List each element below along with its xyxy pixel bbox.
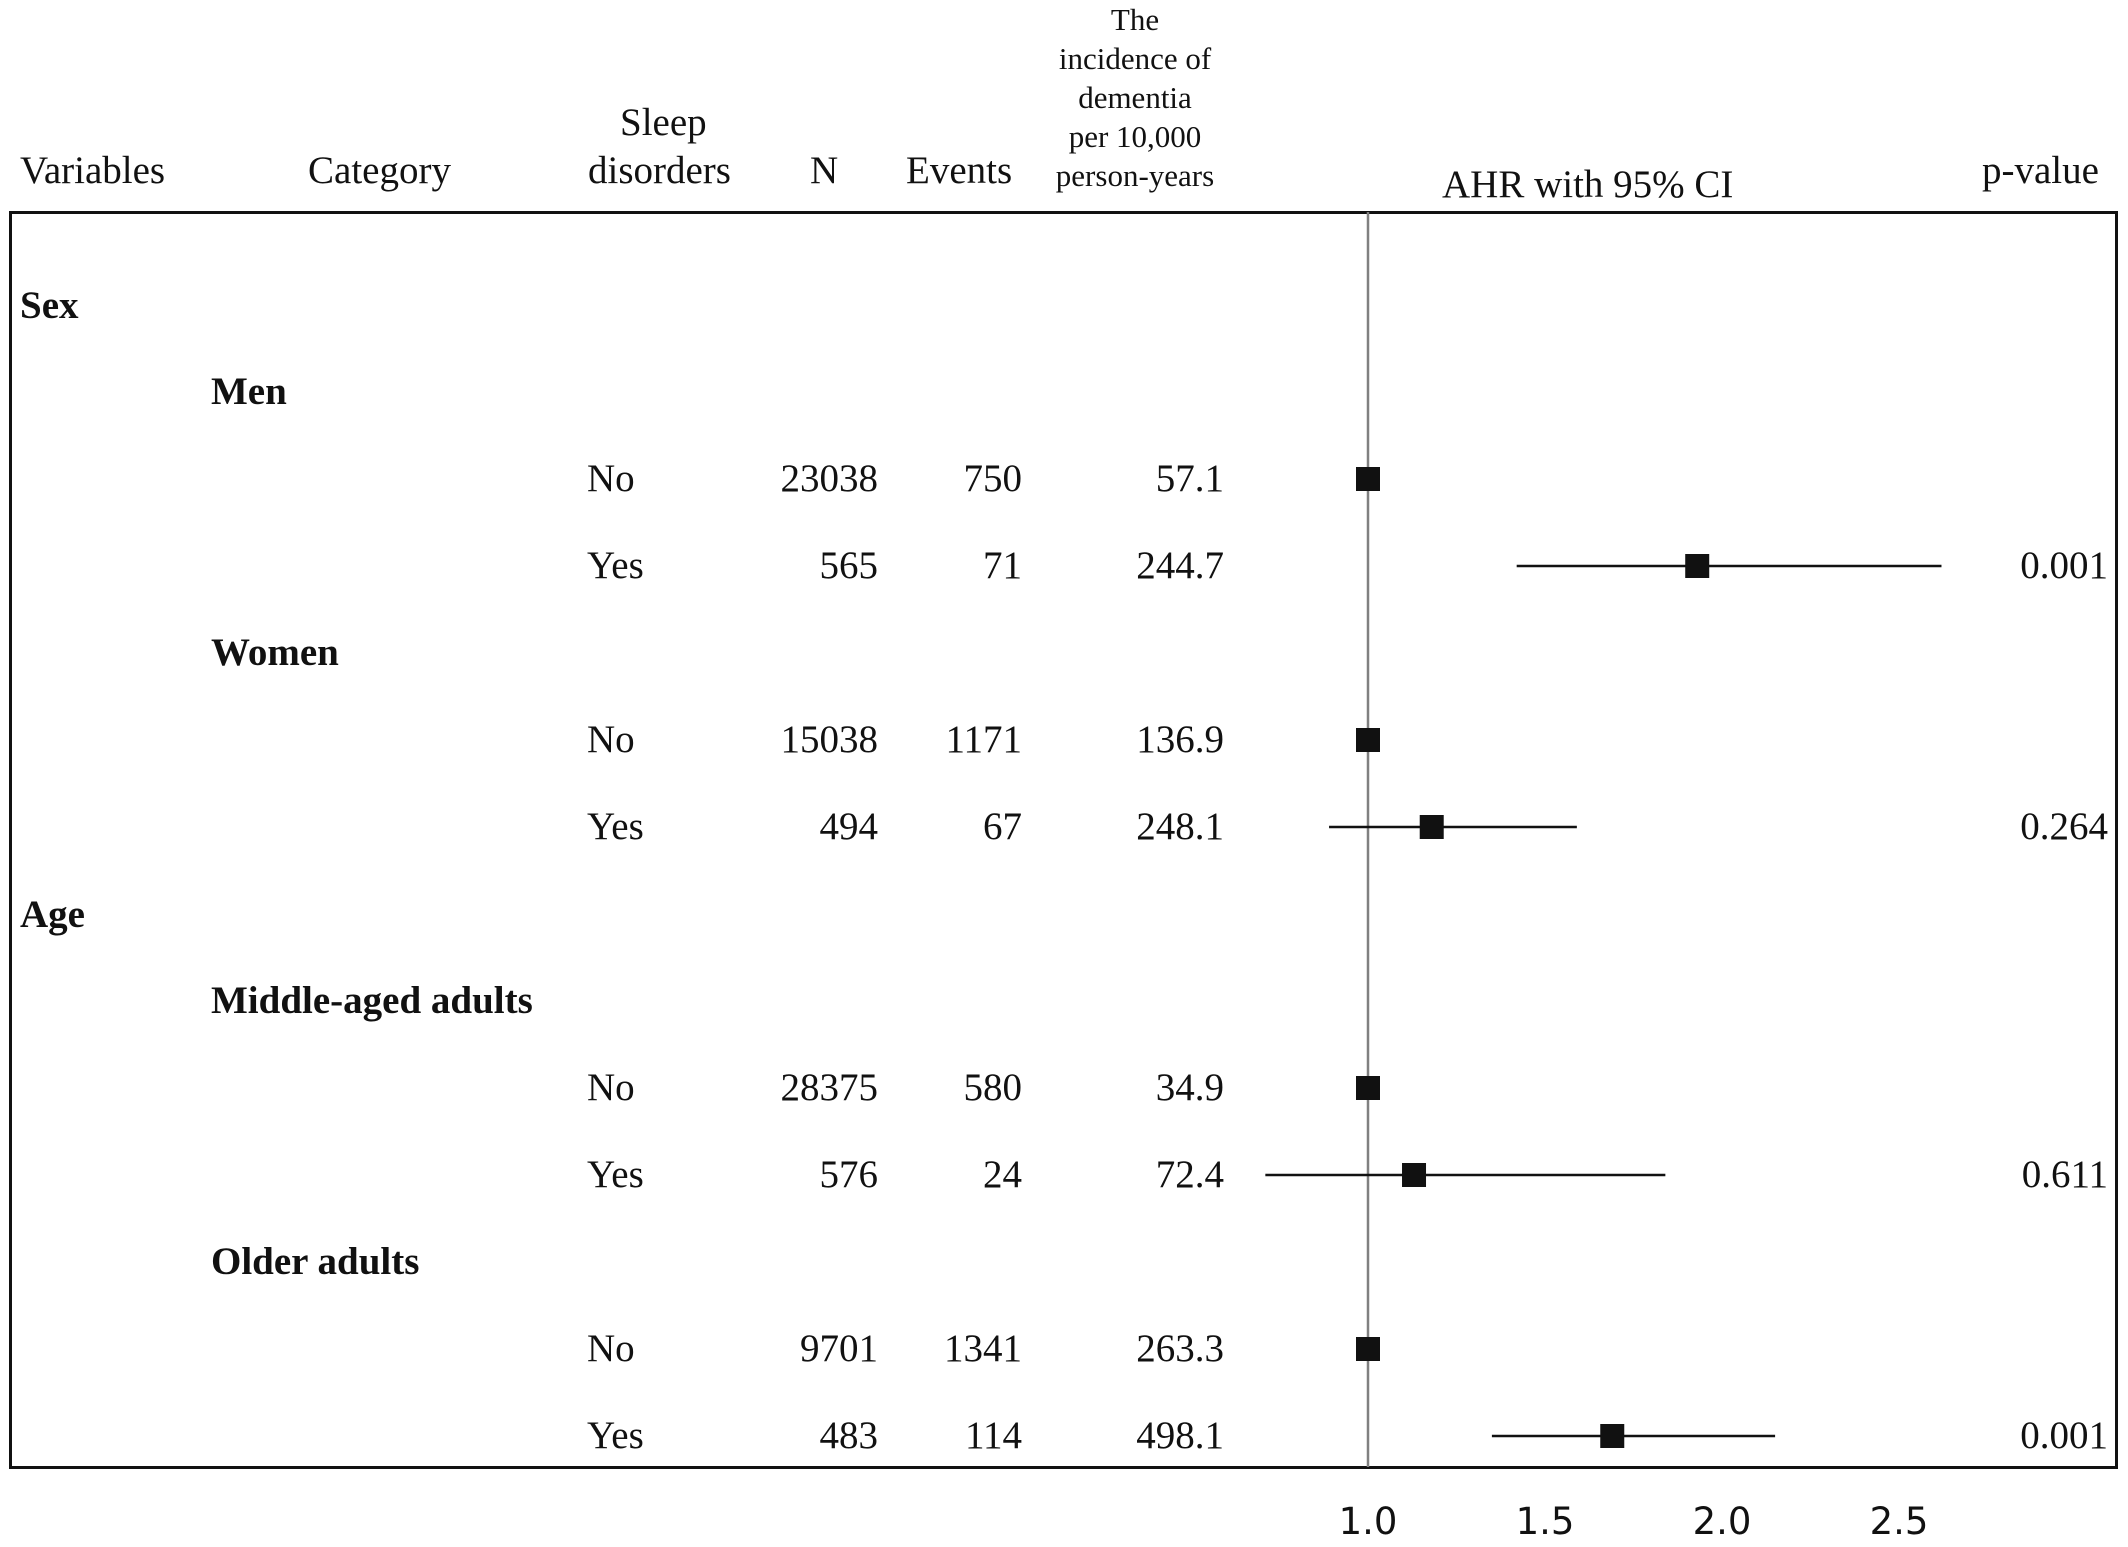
header-events: Events <box>906 149 1013 192</box>
ci-lines <box>1265 564 1942 1438</box>
row-incidence: 263.3 <box>1136 1327 1224 1370</box>
ahr-marker <box>1356 728 1380 752</box>
row-sleep: Yes <box>587 544 644 587</box>
header-incidence-line1: The <box>1110 2 1160 37</box>
header-category: Category <box>308 149 451 192</box>
row-events: 24 <box>983 1153 1022 1196</box>
ahr-marker <box>1685 554 1710 578</box>
header-n: N <box>810 149 839 192</box>
header-pvalue: p-value <box>1982 149 2099 192</box>
x-tick-label: 2.5 <box>1869 1500 1929 1543</box>
group-label-age: Age <box>20 893 85 936</box>
header-incidence-line2: incidence of <box>1058 41 1212 76</box>
row-incidence: 57.1 <box>1155 457 1224 500</box>
header-incidence-line4: per 10,000 <box>1068 119 1202 154</box>
row-events: 1341 <box>944 1327 1022 1370</box>
row-events: 71 <box>983 544 1022 587</box>
row-pvalue: 0.264 <box>2020 805 2108 848</box>
row-sleep: No <box>587 718 635 761</box>
group-label-sex: Sex <box>20 284 79 327</box>
ahr-markers <box>1356 467 1710 1448</box>
table-frame <box>9 211 2118 1469</box>
row-pvalue: 0.001 <box>2020 1414 2108 1457</box>
ahr-marker <box>1600 1424 1625 1448</box>
row-events: 750 <box>963 457 1023 500</box>
header-incidence-line3: dementia <box>1078 80 1192 115</box>
row-events: 580 <box>963 1066 1023 1109</box>
header-incidence: The incidence of dementia per 10,000 per… <box>1030 0 1240 195</box>
header-incidence-line5: person-years <box>1055 158 1215 193</box>
row-incidence: 136.9 <box>1136 718 1224 761</box>
ahr-marker <box>1356 1337 1380 1361</box>
row-pvalue: 0.001 <box>2020 544 2108 587</box>
row-incidence: 248.1 <box>1136 805 1224 848</box>
row-sleep: No <box>587 457 635 500</box>
row-incidence: 498.1 <box>1136 1414 1224 1457</box>
row-n: 28375 <box>780 1066 879 1109</box>
ahr-marker <box>1419 815 1444 839</box>
x-tick-label: 1.0 <box>1338 1500 1398 1543</box>
x-tick-label: 2.0 <box>1692 1500 1752 1543</box>
row-n: 9701 <box>800 1327 878 1370</box>
row-incidence: 72.4 <box>1155 1153 1224 1196</box>
row-events: 114 <box>964 1414 1022 1457</box>
ahr-marker <box>1356 467 1380 491</box>
header-sleep-line1: Sleep <box>620 101 707 144</box>
row-sleep: Yes <box>587 1153 644 1196</box>
row-n: 565 <box>819 544 879 587</box>
row-n: 23038 <box>780 457 879 500</box>
row-n: 494 <box>819 805 879 848</box>
row-pvalue: 0.611 <box>2021 1153 2108 1196</box>
header-sleep-line2: disorders <box>588 149 731 192</box>
ahr-marker <box>1402 1163 1427 1187</box>
category-label-middle-aged: Middle-aged adults <box>211 979 533 1022</box>
category-label-men: Men <box>211 370 287 413</box>
row-sleep: No <box>587 1066 635 1109</box>
row-n: 15038 <box>780 718 879 761</box>
row-sleep: Yes <box>587 1414 644 1457</box>
row-incidence: 244.7 <box>1136 544 1224 587</box>
row-n: 483 <box>819 1414 879 1457</box>
row-events: 1171 <box>945 718 1022 761</box>
row-sleep: Yes <box>587 805 644 848</box>
row-events: 67 <box>983 805 1022 848</box>
category-label-women: Women <box>211 631 339 674</box>
row-sleep: No <box>587 1327 635 1370</box>
row-incidence: 34.9 <box>1155 1066 1224 1109</box>
ahr-marker <box>1356 1076 1380 1100</box>
header-variables: Variables <box>20 149 166 192</box>
header-ahr: AHR with 95% CI <box>1442 163 1734 206</box>
category-label-older: Older adults <box>211 1240 420 1283</box>
row-n: 576 <box>819 1153 879 1196</box>
x-tick-label: 1.5 <box>1515 1500 1575 1543</box>
